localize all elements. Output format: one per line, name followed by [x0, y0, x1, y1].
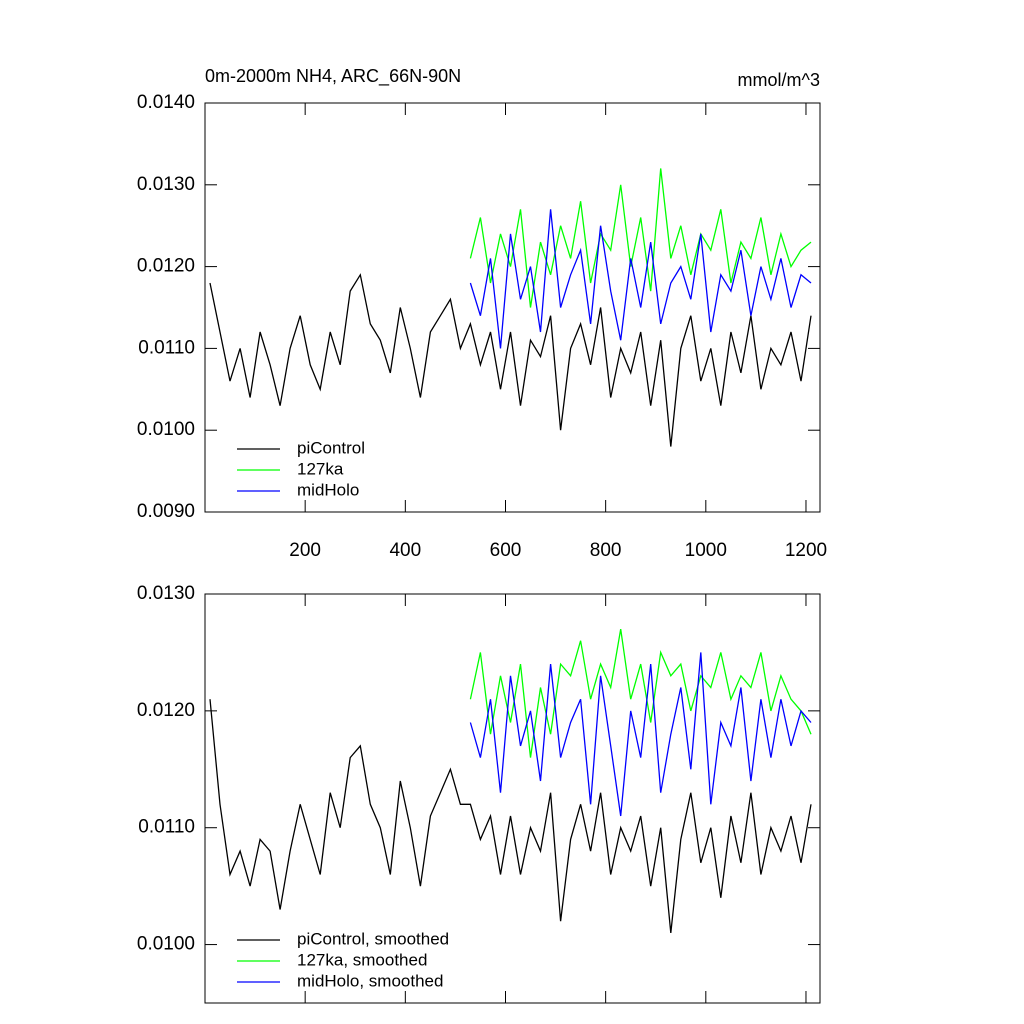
- units-label: mmol/m^3: [738, 70, 820, 90]
- x-tick-label: 200: [289, 540, 321, 561]
- legend-label: piControl: [297, 438, 365, 457]
- plot-frame: [204, 593, 821, 1004]
- y-tick-label: 0.0120: [137, 256, 195, 277]
- series-line: [469, 628, 812, 758]
- x-tick-label: 800: [590, 540, 622, 561]
- y-tick-label: 0.0100: [137, 419, 195, 440]
- y-tick-label: 0.0110: [138, 337, 195, 358]
- x-tick-label: 1000: [685, 540, 727, 561]
- y-tick-label: 0.0140: [137, 92, 195, 113]
- y-tick-label: 0.0100: [137, 934, 195, 955]
- plot-frame: [204, 102, 821, 513]
- x-tick-label: 600: [490, 540, 522, 561]
- y-tick-label: 0.0120: [137, 700, 195, 721]
- legend-label: 127ka, smoothed: [297, 950, 427, 969]
- y-tick-label: 0.0110: [138, 817, 195, 838]
- y-tick-label: 0.0090: [137, 501, 195, 522]
- legend-label: 127ka: [297, 459, 344, 478]
- series-line: [469, 168, 812, 308]
- legend-label: midHolo, smoothed: [297, 971, 443, 990]
- x-tick-label: 400: [389, 540, 421, 561]
- legend-label: piControl, smoothed: [297, 929, 449, 948]
- series-line: [469, 652, 812, 817]
- x-tick-label: 1200: [785, 540, 827, 561]
- y-tick-label: 0.0130: [137, 583, 195, 604]
- series-line: [209, 273, 812, 447]
- y-tick-label: 0.0130: [137, 174, 195, 195]
- series-line: [469, 209, 812, 349]
- chart-title: 0m-2000m NH4, ARC_66N-90N: [205, 66, 461, 87]
- series-line: [209, 699, 812, 933]
- legend-label: midHolo: [297, 480, 359, 499]
